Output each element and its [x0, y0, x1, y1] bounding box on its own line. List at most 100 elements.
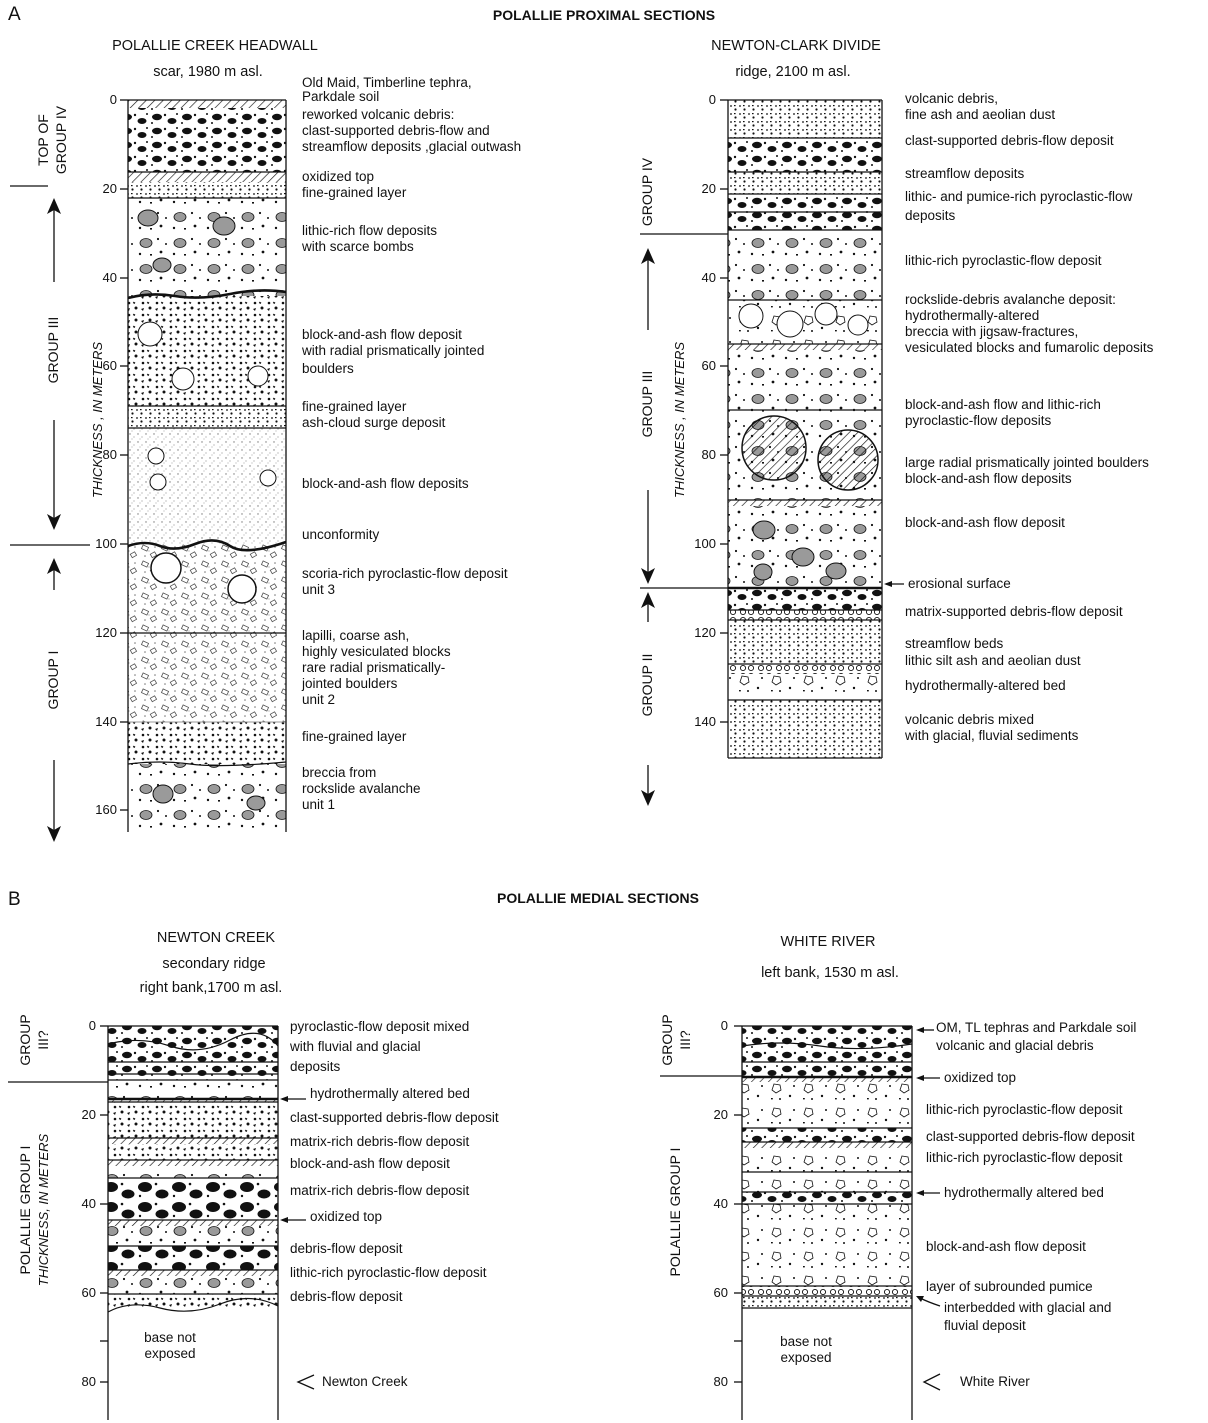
headwall-label: boulders: [302, 361, 354, 376]
white-label: block-and-ash flow deposit: [926, 1239, 1086, 1254]
newton-axis: [100, 1025, 108, 1383]
headwall-tick-100: 100: [95, 536, 117, 551]
divide-tick-0: 0: [709, 92, 716, 107]
newton-group-main: POLALLIE GROUP I: [17, 1146, 33, 1275]
headwall-label: Parkdale soil: [302, 89, 379, 104]
divide-group-2: GROUP II: [639, 654, 655, 717]
divide-label: block-and-ash flow deposit: [905, 515, 1065, 530]
white-tick-40: 40: [714, 1196, 728, 1211]
headwall-label: fine-grained layer: [302, 729, 407, 744]
headwall-label: unit 2: [302, 692, 335, 707]
headwall-subtitle: scar, 1980 m asl.: [153, 64, 263, 80]
newton-tick-40: 40: [82, 1196, 96, 1211]
newton-base-line1: base not: [144, 1330, 196, 1345]
newton-group-top-line1: GROUP: [17, 1014, 33, 1065]
white-label: clast-supported debris-flow deposit: [926, 1129, 1135, 1144]
divide-label: streamflow deposits: [905, 166, 1025, 181]
white-label: oxidized top: [944, 1070, 1016, 1085]
divide-group-arrows: [640, 233, 728, 806]
newton-title: NEWTON CREEK: [157, 930, 275, 946]
headwall-column: [127, 99, 287, 832]
white-tick-60: 60: [714, 1285, 728, 1300]
divide-tick-40: 40: [702, 270, 716, 285]
newton-label: matrix-rich debris-flow deposit: [290, 1134, 470, 1149]
white-label: lithic-rich pyroclastic-flow deposit: [926, 1150, 1123, 1165]
white-tick-80: 80: [714, 1374, 728, 1389]
divide-label: pyroclastic-flow deposits: [905, 413, 1052, 428]
newton-label: pyroclastic-flow deposit mixed: [290, 1019, 469, 1034]
white-base-line2: exposed: [780, 1350, 831, 1365]
headwall-group-top-line1: TOP OF: [35, 114, 51, 166]
headwall-label: highly vesiculated blocks: [302, 644, 451, 659]
divide-label: streamflow beds: [905, 636, 1004, 651]
headwall-label: block-and-ash flow deposits: [302, 476, 469, 491]
white-label: fluvial deposit: [944, 1318, 1026, 1333]
headwall-label: rare radial prismatically-: [302, 660, 445, 675]
divide-group-4: GROUP IV: [639, 157, 655, 226]
headwall-label: unconformity: [302, 527, 380, 542]
white-river: White River: [960, 1374, 1030, 1389]
headwall-label: lapilli, coarse ash,: [302, 628, 409, 643]
headwall-group-arrows: [10, 185, 90, 842]
panel-b-heading: POLALLIE MEDIAL SECTIONS: [497, 890, 699, 906]
headwall-tick-60: 60: [103, 358, 117, 373]
divide-tick-140: 140: [694, 714, 716, 729]
divide-axis: [720, 99, 728, 723]
headwall-axis-label: THICKNESS , IN METERS: [90, 342, 105, 498]
headwall-label: unit 3: [302, 582, 335, 597]
newton-tick-60: 60: [82, 1285, 96, 1300]
divide-label: deposits: [905, 208, 956, 223]
divide-label: matrix-supported debris-flow deposit: [905, 604, 1123, 619]
white-subtitle: left bank, 1530 m asl.: [761, 965, 899, 981]
divide-label: lithic-rich pyroclastic-flow deposit: [905, 253, 1102, 268]
divide-group-3: GROUP III: [639, 371, 655, 438]
headwall-label: jointed boulders: [301, 676, 398, 691]
white-axis: [734, 1025, 742, 1383]
headwall-group-3: GROUP III: [45, 317, 61, 384]
divide-labels: volcanic debris, fine ash and aeolian du…: [904, 91, 1154, 743]
newton-tick-0: 0: [89, 1018, 96, 1033]
divide-label: rockslide-debris avalanche deposit:: [905, 292, 1116, 307]
headwall-tick-120: 120: [95, 625, 117, 640]
headwall-labels: Old Maid, Timberline tephra, Parkdale so…: [301, 75, 521, 812]
newton-label: block-and-ash flow deposit: [290, 1156, 450, 1171]
newton-label: hydrothermally altered bed: [310, 1086, 470, 1101]
divide-label: with glacial, fluvial sediments: [904, 728, 1079, 743]
divide-label: large radial prismatically jointed bould…: [905, 455, 1149, 470]
newton-pointer-arrows: [280, 1096, 306, 1223]
newton-column: [107, 1025, 279, 1420]
white-base-line1: base not: [780, 1334, 832, 1349]
divide-label: vesiculated blocks and fumarolic deposit…: [905, 340, 1154, 355]
divide-label: hydrothermally-altered bed: [905, 678, 1066, 693]
white-label: hydrothermally altered bed: [944, 1185, 1104, 1200]
white-label: interbedded with glacial and: [944, 1300, 1111, 1315]
divide-label: volcanic debris,: [905, 91, 998, 106]
divide-label: lithic- and pumice-rich pyroclastic-flow: [905, 189, 1133, 204]
white-label: volcanic and glacial debris: [936, 1038, 1094, 1053]
newton-label: debris-flow deposit: [290, 1241, 403, 1256]
newton-label: with fluvial and glacial: [289, 1039, 421, 1054]
newton-river: Newton Creek: [322, 1374, 408, 1389]
divide-tick-80: 80: [702, 447, 716, 462]
headwall-tick-140: 140: [95, 714, 117, 729]
headwall-label: oxidized top: [302, 169, 374, 184]
headwall-label: breccia from: [302, 765, 376, 780]
white-label: layer of subrounded pumice: [926, 1279, 1093, 1294]
headwall-group-top-line2: GROUP IV: [53, 105, 69, 174]
headwall-label: reworked volcanic debris:: [302, 107, 454, 122]
headwall-title: POLALLIE CREEK HEADWALL: [112, 38, 318, 54]
headwall-label: fine-grained layer: [302, 185, 407, 200]
headwall-label: fine-grained layer: [302, 399, 407, 414]
divide-column: [727, 99, 883, 759]
newton-tick-20: 20: [82, 1107, 96, 1122]
headwall-label: Old Maid, Timberline tephra,: [302, 75, 472, 90]
divide-title: NEWTON-CLARK DIVIDE: [711, 38, 881, 54]
divide-label: clast-supported debris-flow deposit: [905, 133, 1114, 148]
white-group-main: POLALLIE GROUP I: [667, 1148, 683, 1277]
white-label: lithic-rich pyroclastic-flow deposit: [926, 1102, 1123, 1117]
newton-subtitle-1: secondary ridge: [162, 956, 265, 972]
divide-subtitle: ridge, 2100 m asl.: [735, 64, 850, 80]
headwall-label: unit 1: [302, 797, 335, 812]
white-pointer-arrows: [916, 1027, 941, 1307]
panel-b-letter: B: [8, 889, 21, 910]
